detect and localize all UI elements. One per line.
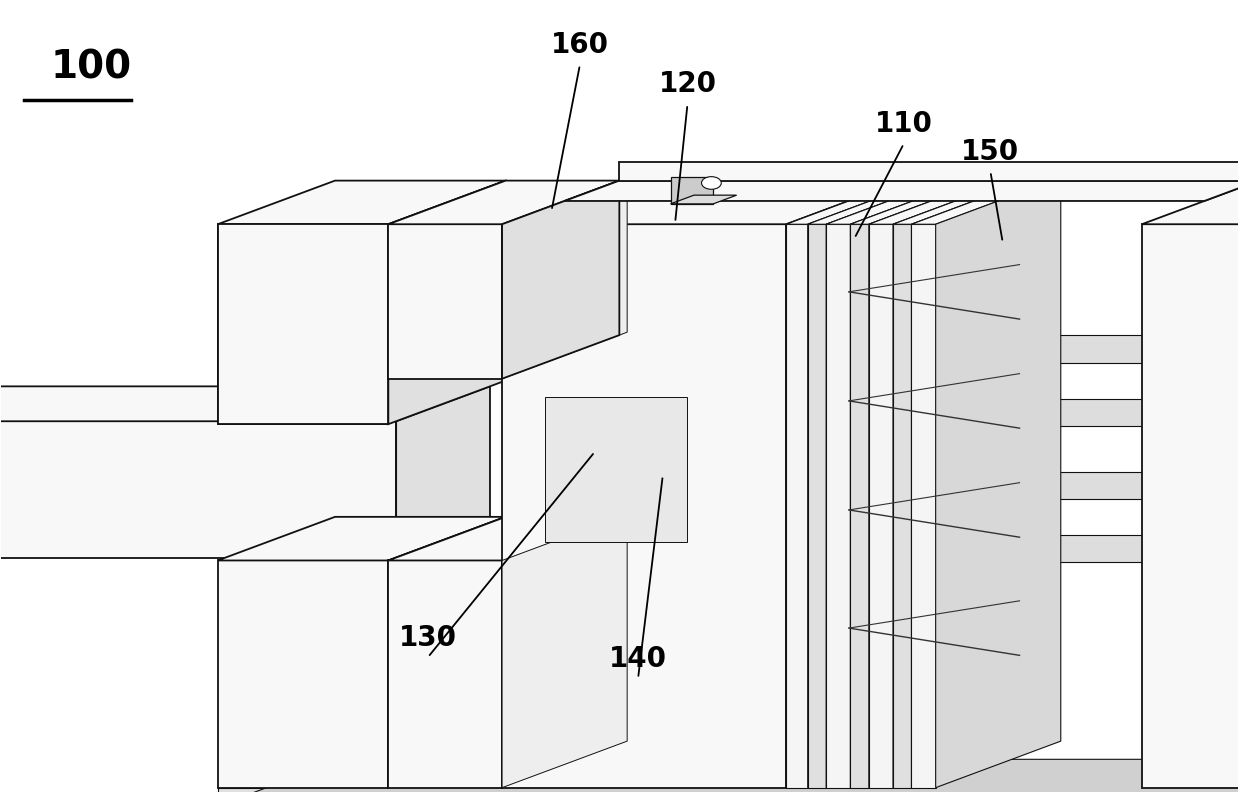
Polygon shape [893, 178, 1018, 787]
Polygon shape [850, 224, 869, 787]
Polygon shape [533, 535, 1173, 562]
Polygon shape [670, 195, 737, 204]
Polygon shape [565, 181, 1239, 201]
Polygon shape [808, 178, 952, 224]
Polygon shape [912, 178, 1037, 787]
Text: 120: 120 [658, 71, 716, 98]
Polygon shape [850, 178, 975, 787]
Text: 130: 130 [399, 623, 457, 652]
Polygon shape [850, 178, 994, 224]
Polygon shape [1142, 178, 1239, 224]
Circle shape [701, 177, 721, 190]
Polygon shape [218, 224, 388, 424]
Polygon shape [533, 335, 1173, 362]
Polygon shape [502, 178, 627, 379]
Polygon shape [826, 178, 952, 787]
Text: 100: 100 [51, 49, 133, 86]
Polygon shape [396, 386, 489, 557]
Polygon shape [218, 181, 506, 224]
Text: 140: 140 [610, 645, 667, 672]
Polygon shape [533, 472, 1173, 499]
Polygon shape [893, 178, 1037, 224]
Polygon shape [869, 224, 893, 787]
Polygon shape [787, 224, 808, 787]
Polygon shape [218, 744, 506, 787]
Polygon shape [218, 760, 1239, 793]
Polygon shape [912, 178, 1061, 224]
Polygon shape [893, 224, 912, 787]
Polygon shape [869, 178, 994, 787]
Polygon shape [808, 224, 826, 787]
Polygon shape [502, 517, 620, 787]
Polygon shape [826, 178, 975, 224]
Polygon shape [533, 399, 1173, 426]
Text: 150: 150 [961, 137, 1020, 166]
Polygon shape [218, 787, 1239, 793]
Polygon shape [0, 386, 489, 421]
Polygon shape [1142, 224, 1239, 787]
Polygon shape [388, 517, 620, 561]
Polygon shape [912, 224, 935, 787]
Polygon shape [388, 181, 506, 424]
Polygon shape [620, 163, 1239, 181]
Polygon shape [787, 178, 933, 224]
Polygon shape [388, 517, 506, 787]
Text: 110: 110 [875, 110, 933, 138]
Polygon shape [0, 421, 396, 557]
Polygon shape [388, 224, 502, 379]
Polygon shape [869, 178, 1018, 224]
Polygon shape [545, 396, 686, 542]
Polygon shape [670, 177, 714, 204]
Polygon shape [502, 224, 787, 787]
Polygon shape [388, 181, 620, 224]
Polygon shape [502, 178, 912, 224]
Polygon shape [787, 178, 912, 787]
Polygon shape [502, 514, 627, 787]
Polygon shape [218, 517, 506, 561]
Text: 160: 160 [551, 31, 608, 59]
Polygon shape [218, 561, 388, 787]
Polygon shape [826, 224, 850, 787]
Polygon shape [218, 224, 388, 424]
Polygon shape [935, 178, 1061, 787]
Polygon shape [388, 561, 502, 787]
Polygon shape [502, 181, 620, 379]
Polygon shape [808, 178, 933, 787]
